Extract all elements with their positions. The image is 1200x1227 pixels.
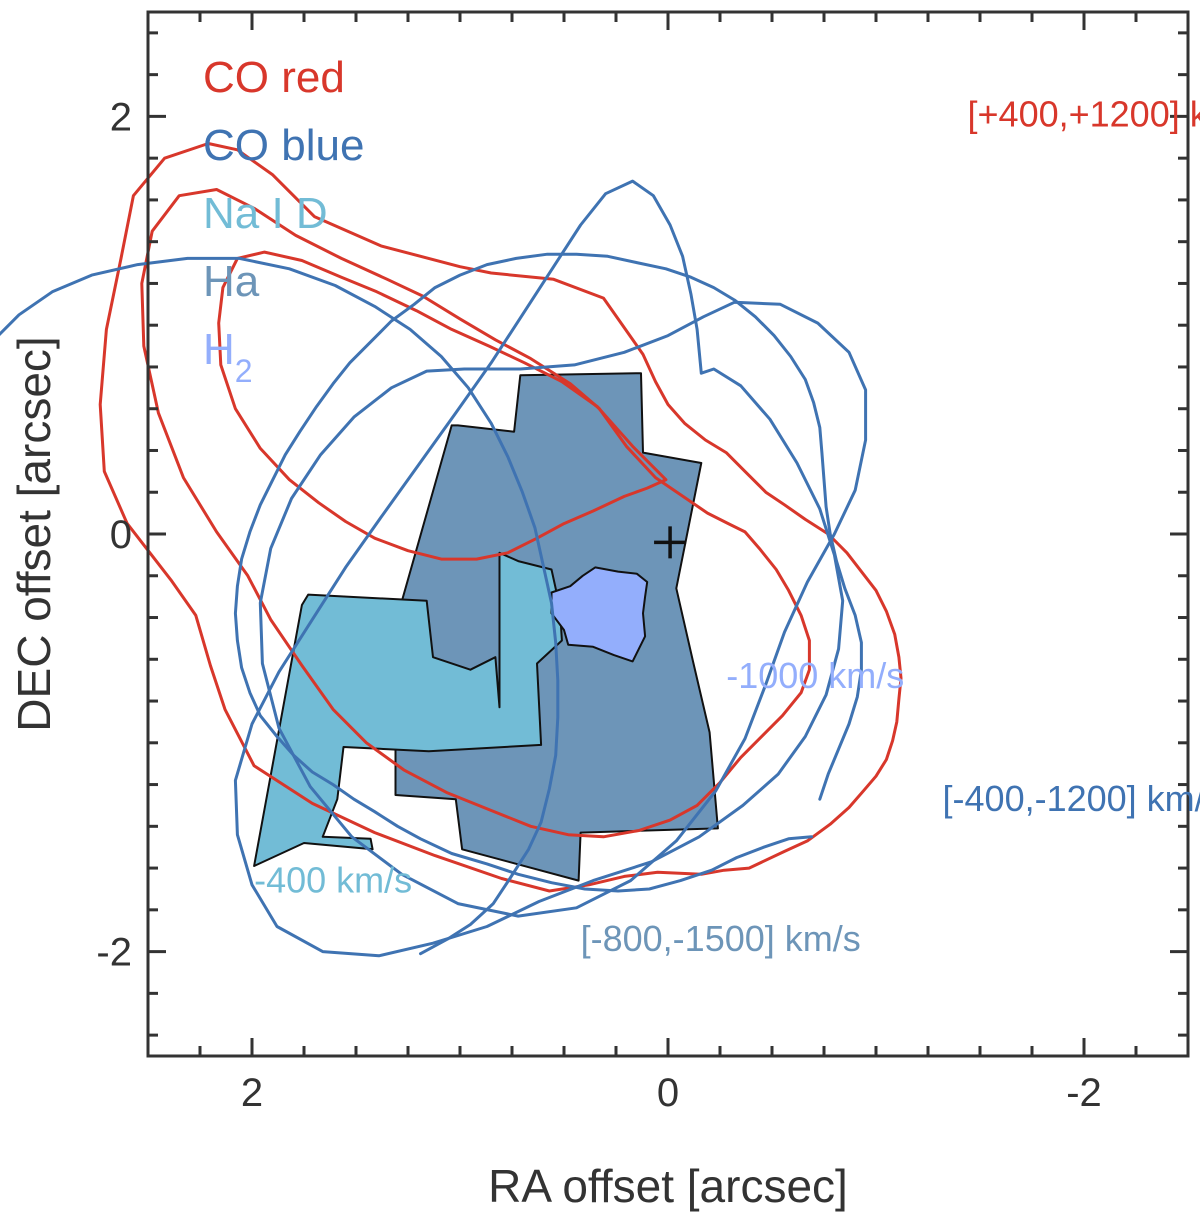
region-h2 [550,566,649,663]
contour-co-blue-5 [233,179,845,958]
y-tick-label: 0 [110,513,132,557]
x-tick-label: 0 [657,1071,679,1115]
x-tick-label: -2 [1066,1071,1102,1115]
annotation-400-1200-km-s: [+400,+1200] km/s [968,93,1200,134]
region-na-i-d [253,551,563,867]
ticks-layer [148,12,1188,1056]
text-layer: 2 0 -2 2 0 -2 RA offset [arcsec] DEC offset [ar… [8,53,1200,1212]
contour-co-red-3 [217,250,668,561]
legend-entry-h2: H2 [203,325,253,389]
y-tick-label: 2 [110,95,132,139]
center-plus-marker [654,526,687,559]
y-axis-label: DEC offset [arcsec] [8,336,60,731]
annotation-800-1500-km-s: [-800,-1500] km/s [581,918,861,959]
legend-entry-na-i-d: Na I D [203,189,328,238]
annotation-1000-km-s: -1000 km/s [726,655,904,696]
legend-entry-co-blue: CO blue [203,121,364,170]
legend-entry-co-red: CO red [203,53,345,102]
contours-layer [0,142,903,958]
contour-co-blue-7 [233,252,863,893]
legend-entry-ha: Ha [203,257,260,306]
x-axis-label: RA offset [arcsec] [488,1160,848,1212]
contour-co-blue-4 [258,300,868,918]
regions-layer [253,372,719,882]
annotation-400-km-s: -400 km/s [254,860,412,901]
x-tick-label: 2 [241,1071,263,1115]
legend-subscript: 2 [235,353,253,389]
contour-co-blue-6 [0,256,560,956]
y-tick-label: -2 [96,931,132,975]
annotation-400-1200-km-s: [-400,-1200] km/s [943,778,1200,819]
